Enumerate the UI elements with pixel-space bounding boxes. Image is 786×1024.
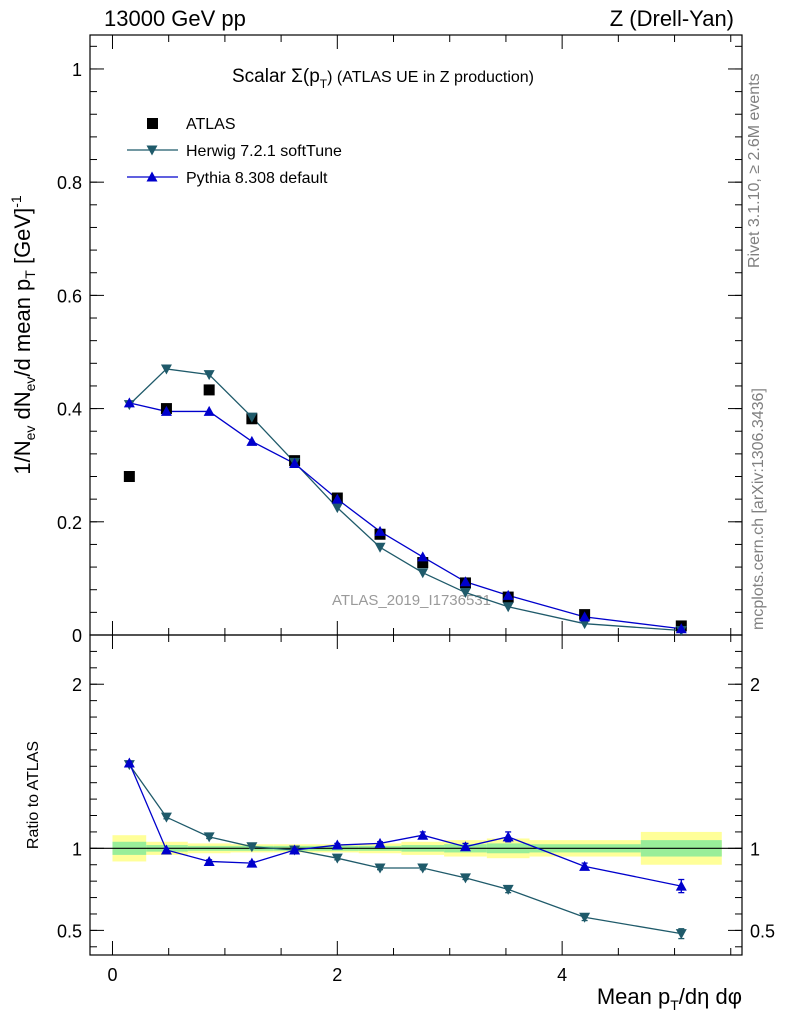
legend-marker-herwig (146, 145, 158, 156)
ratio-y-tick-label: 2 (72, 675, 82, 695)
ratio-y-tick-label-right: 0.5 (750, 921, 775, 941)
x-tick-label: 4 (557, 965, 567, 985)
energy-label: 13000 GeV pp (104, 6, 246, 31)
main-point-atlas (123, 471, 135, 483)
main-point-herwig (374, 542, 386, 553)
ratio-point-herwig (246, 842, 258, 853)
x-tick-label: 2 (332, 965, 342, 985)
legend-label-pythia: Pythia 8.308 default (186, 170, 328, 187)
ratio-data-marks (123, 757, 687, 940)
ratio-point-pythia (289, 844, 301, 855)
ratio-line-pythia (128, 762, 682, 887)
legend-label-atlas: ATLAS (186, 116, 236, 133)
ratio-line-herwig (128, 764, 682, 935)
ratio-y-tick-label: 1 (72, 839, 82, 859)
ratio-point-pythia (203, 855, 215, 866)
main-point-pythia (502, 589, 514, 600)
main-point-herwig (246, 412, 258, 423)
ratio-point-pythia (246, 857, 258, 868)
ratio-y-axis-label: Ratio to ATLAS (25, 741, 42, 849)
main-point-herwig (459, 588, 471, 599)
ratio-point-pythia (374, 837, 386, 848)
ratio-point-herwig (203, 832, 215, 843)
plot-title: Scalar Σ(pT) (ATLAS UE in Z production) (232, 66, 534, 91)
legend: ATLAS Herwig 7.2.1 softTune Pythia 8.308… (127, 116, 342, 187)
ratio-point-herwig (579, 912, 591, 923)
x-axis-label: Mean pT/dη dφ (597, 984, 742, 1013)
main-line-pythia (129, 402, 682, 630)
main-point-pythia (459, 576, 471, 587)
ratio-point-herwig (459, 873, 471, 884)
main-y-tick-label: 0.8 (57, 173, 82, 193)
main-data-marks (123, 364, 687, 636)
main-line-herwig (128, 368, 682, 632)
watermark-label: ATLAS_2019_I1736531 (332, 592, 491, 609)
main-point-herwig (417, 568, 429, 579)
legend-label-herwig: Herwig 7.2.1 softTune (186, 143, 342, 160)
process-label: Z (Drell-Yan) (609, 6, 734, 31)
main-point-pythia (123, 397, 135, 408)
legend-marker-pythia (146, 171, 158, 182)
main-y-tick-label: 0.2 (57, 513, 82, 533)
main-point-herwig (203, 370, 215, 381)
main-point-pythia (675, 623, 687, 634)
ratio-plot-frame (89, 634, 743, 956)
main-axis-ticks: 0 0.2 0.4 0.6 0.8 1 (57, 35, 742, 646)
main-point-pythia (417, 551, 429, 562)
legend-marker-atlas (147, 118, 158, 129)
main-y-tick-label: 0.4 (57, 400, 82, 420)
main-point-pythia (331, 493, 343, 504)
ratio-point-herwig (675, 929, 687, 940)
ratio-point-herwig (417, 863, 429, 874)
ratio-point-pythia (579, 860, 591, 871)
legend-entry-pythia: Pythia 8.308 default (127, 170, 328, 187)
ratio-point-pythia (675, 880, 687, 891)
main-point-pythia (203, 405, 215, 416)
ratio-point-pythia (160, 844, 172, 855)
ratio-y-tick-label: 0.5 (57, 921, 82, 941)
ratio-point-pythia (502, 831, 514, 842)
legend-entry-atlas: ATLAS (147, 116, 236, 133)
ratio-axis-ticks: 0.5 0.5 1 1 2 2 0 2 4 (57, 635, 775, 985)
main-point-atlas (417, 557, 429, 569)
ratio-point-pythia (331, 839, 343, 850)
main-point-herwig (331, 503, 343, 514)
ratio-point-pythia (459, 841, 471, 852)
legend-entry-herwig: Herwig 7.2.1 softTune (127, 143, 342, 160)
ratio-point-pythia (417, 829, 429, 840)
main-y-tick-label: 0 (72, 626, 82, 646)
main-y-tick-label: 1 (72, 60, 82, 80)
main-point-pythia (374, 525, 386, 536)
ratio-point-herwig (374, 863, 386, 874)
main-point-herwig (160, 364, 172, 375)
main-point-pythia (579, 611, 591, 622)
main-point-pythia (289, 457, 301, 468)
ratio-point-herwig (331, 853, 343, 864)
main-point-herwig (579, 619, 591, 630)
main-y-axis-label: 1/Nev dNev/d mean pT [GeV]-1 (8, 195, 38, 475)
main-y-tick-label: 0.6 (57, 286, 82, 306)
svg-text:1/Nev dNev/d mean pT [GeV]-1: 1/Nev dNev/d mean pT [GeV]-1 (8, 195, 38, 475)
main-point-pythia (246, 435, 258, 446)
ratio-point-herwig (160, 812, 172, 823)
main-point-herwig (502, 602, 514, 613)
ratio-y-tick-label-right: 2 (750, 675, 760, 695)
x-tick-label: 0 (107, 965, 117, 985)
main-point-pythia (160, 405, 172, 416)
ratio-point-herwig (502, 884, 514, 895)
ratio-y-tick-label-right: 1 (750, 839, 760, 859)
main-point-atlas (203, 384, 215, 396)
ratio-point-pythia (123, 757, 135, 768)
